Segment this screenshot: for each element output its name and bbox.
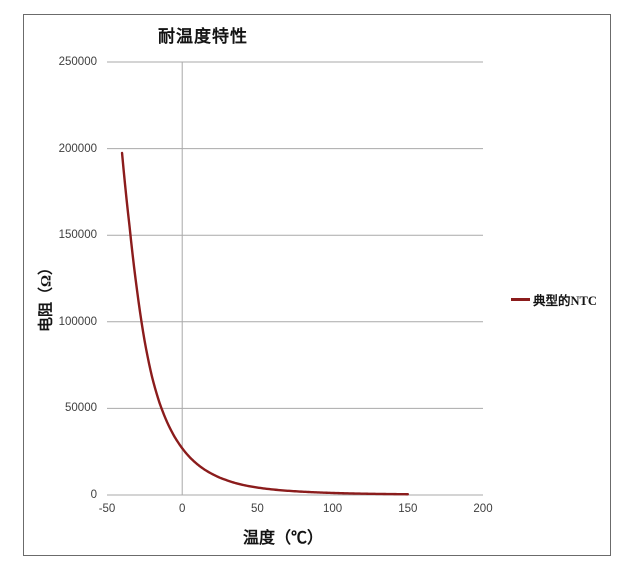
x-tick-label: 100 [323,503,343,515]
x-tick-label: 50 [250,503,264,515]
y-tick-label: 0 [90,489,97,501]
legend-line-swatch [511,298,530,301]
x-tick-label: 0 [178,503,186,515]
x-tick-label: 150 [398,503,418,515]
y-tick-label: 50000 [65,402,97,415]
y-tick-label: 100000 [58,315,97,328]
y-tick-label: 200000 [58,142,97,155]
x-axis-title: 温度（℃） [242,530,324,547]
chart-border-frame [23,14,611,556]
chart-title: 耐温度特性 [158,27,248,46]
y-tick-label: 250000 [58,56,97,68]
legend-series-label: 典型的NTC [533,294,597,308]
ntc-curve [120,151,409,496]
x-tick-label: 200 [473,503,493,515]
legend: 典型的NTC [511,290,597,309]
x-tick-label: -50 [98,503,116,515]
y-tick-label: 150000 [58,229,97,242]
